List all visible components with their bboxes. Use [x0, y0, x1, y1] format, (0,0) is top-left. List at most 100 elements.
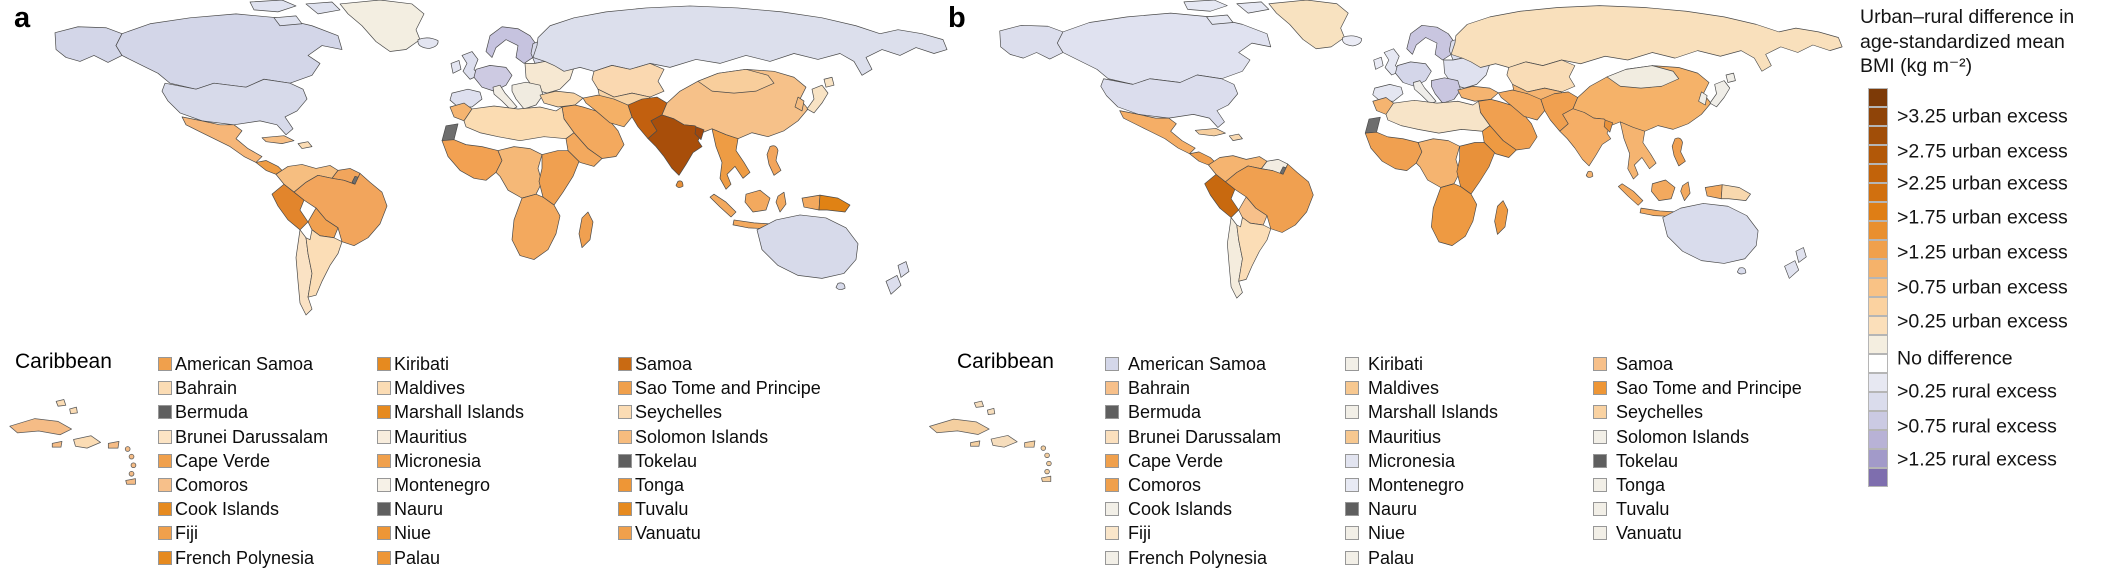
country-name: Solomon Islands [1616, 426, 1750, 447]
country-list-item: Micronesia [1345, 449, 1498, 473]
country-name: Fiji [1128, 523, 1151, 544]
country-name: Bahrain [1128, 378, 1191, 399]
country-name: Seychelles [635, 402, 723, 423]
country-list-a-col2: Kiribati Maldives Marshall Islands Mauri… [377, 352, 524, 569]
country-name: Fiji [175, 523, 198, 544]
country-list-item: Brunei Darussalam [158, 425, 328, 449]
country-color-swatch [377, 357, 391, 372]
country-name: Maldives [1368, 378, 1440, 399]
legend-color-block [1868, 430, 1888, 449]
country-color-swatch [1593, 429, 1607, 444]
country-list-b-col1: American Samoa Bahrain Bermuda Brunei Da… [1105, 352, 1281, 569]
country-list-item: Marshall Islands [377, 400, 524, 424]
country-color-swatch [1345, 478, 1359, 493]
country-name: Brunei Darussalam [1128, 426, 1282, 447]
legend-label-urban-2-75: >2.75 urban excess [1897, 140, 2068, 163]
legend-label-urban-1-75: >1.75 urban excess [1897, 206, 2068, 229]
country-color-swatch [377, 405, 391, 420]
country-name: Mauritius [394, 426, 468, 447]
country-name: Marshall Islands [394, 402, 525, 423]
country-list-b-col3: Samoa Sao Tome and Principe Seychelles S… [1593, 352, 1802, 546]
country-list-item: Comoros [1105, 473, 1281, 497]
country-color-swatch [1105, 429, 1119, 444]
country-color-swatch [618, 381, 632, 396]
country-name: Samoa [1616, 354, 1674, 375]
legend-color-block [1868, 240, 1888, 259]
country-list-item: Seychelles [618, 400, 821, 424]
legend-color-block [1868, 259, 1888, 278]
country-color-swatch [1593, 381, 1607, 396]
country-list-item: Micronesia [377, 449, 524, 473]
country-list-item: Montenegro [1345, 473, 1498, 497]
country-color-swatch [158, 526, 172, 541]
country-color-swatch [1345, 429, 1359, 444]
country-list-item: Vanuatu [618, 521, 821, 545]
legend-color-block [1868, 164, 1888, 183]
country-name: Bahrain [175, 378, 238, 399]
country-name: Palau [394, 547, 441, 568]
country-color-swatch [1105, 502, 1119, 517]
country-name: Tonga [1616, 475, 1666, 496]
country-name: Samoa [635, 354, 693, 375]
legend-title-line1: Urban–rural difference in [1860, 6, 2075, 28]
country-list-item: Tokelau [618, 449, 821, 473]
country-list-item: Tokelau [1593, 449, 1802, 473]
country-list-item: Fiji [158, 521, 328, 545]
legend-color-block [1868, 297, 1888, 316]
country-name: Sao Tome and Principe [1616, 378, 1802, 399]
country-color-swatch [158, 502, 172, 517]
legend-color-block [1868, 183, 1888, 202]
country-color-swatch [1593, 405, 1607, 420]
country-list-item: French Polynesia [158, 546, 328, 569]
country-list-item: Nauru [1345, 497, 1498, 521]
country-name: American Samoa [1128, 354, 1267, 375]
country-name: Comoros [175, 475, 249, 496]
country-name: Nauru [394, 499, 444, 520]
country-color-swatch [618, 526, 632, 541]
legend-color-block [1868, 107, 1888, 126]
country-name: Micronesia [1368, 450, 1456, 471]
country-color-swatch [1105, 550, 1119, 565]
country-list-item: Bahrain [1105, 376, 1281, 400]
country-color-swatch [1345, 357, 1359, 372]
country-list-item: Montenegro [377, 473, 524, 497]
country-name: Solomon Islands [635, 426, 769, 447]
country-list-item: Seychelles [1593, 400, 1802, 424]
country-color-swatch [618, 502, 632, 517]
country-list-item: Comoros [158, 473, 328, 497]
country-name: Palau [1368, 547, 1415, 568]
country-list-item: Cape Verde [158, 449, 328, 473]
country-name: Cape Verde [1128, 450, 1224, 471]
country-list-item: Mauritius [377, 425, 524, 449]
country-name: Mauritius [1368, 426, 1442, 447]
country-list-item: Tuvalu [1593, 497, 1802, 521]
country-list-item: Cook Islands [158, 497, 328, 521]
country-name: Tuvalu [635, 499, 689, 520]
country-list-item: Brunei Darussalam [1105, 425, 1281, 449]
caribbean-inset-b [929, 400, 1052, 482]
country-name: Micronesia [394, 450, 482, 471]
country-name: French Polynesia [1128, 547, 1268, 568]
country-list-item: Solomon Islands [618, 425, 821, 449]
country-color-swatch [1593, 357, 1607, 372]
country-color-swatch [158, 381, 172, 396]
country-color-swatch [1345, 381, 1359, 396]
panel-a-label: a [14, 2, 31, 34]
country-name: Tokelau [635, 450, 698, 471]
country-color-swatch [1345, 453, 1359, 468]
country-color-swatch [158, 453, 172, 468]
country-list-a-col3: Samoa Sao Tome and Principe Seychelles S… [618, 352, 821, 546]
legend-label-urban-1-25: >1.25 urban excess [1897, 241, 2068, 264]
country-color-swatch [1105, 453, 1119, 468]
country-list-item: Marshall Islands [1345, 400, 1498, 424]
country-list-item: Samoa [618, 352, 821, 376]
country-name: Tonga [635, 475, 685, 496]
country-color-swatch [1105, 526, 1119, 541]
caribbean-inset-a [9, 399, 137, 485]
world-map-a [54, 0, 948, 316]
world-map-b [999, 0, 1843, 299]
legend-color-block [1868, 392, 1888, 411]
country-name: Niue [394, 523, 432, 544]
country-color-swatch [1345, 502, 1359, 517]
country-name: Montenegro [1368, 475, 1465, 496]
